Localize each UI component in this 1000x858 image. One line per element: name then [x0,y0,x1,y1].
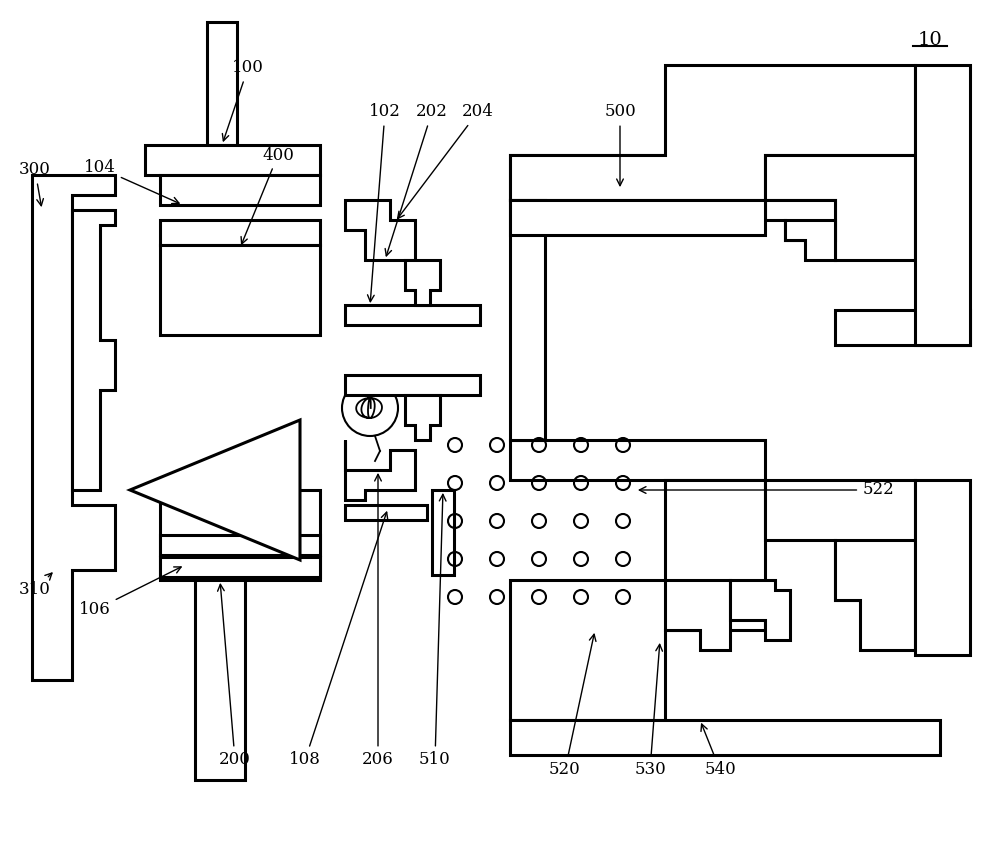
Polygon shape [510,65,915,200]
Text: 310: 310 [19,573,52,599]
Polygon shape [72,210,115,490]
Bar [915,65,970,345]
Text: 400: 400 [241,147,294,244]
Bar [345,505,427,520]
Text: 300: 300 [19,161,51,206]
Polygon shape [345,200,415,260]
Bar [160,557,320,577]
Bar [510,200,545,440]
Text: 520: 520 [549,634,596,778]
Polygon shape [785,220,835,260]
Text: 202: 202 [385,104,448,256]
Bar [835,310,970,345]
Polygon shape [730,580,790,640]
Text: 200: 200 [218,584,251,769]
Text: 206: 206 [362,474,394,769]
Text: 102: 102 [368,104,401,302]
Bar [510,155,765,200]
Bar [915,480,970,655]
Polygon shape [765,155,915,260]
Bar [160,245,320,335]
Polygon shape [765,200,835,240]
Polygon shape [665,580,730,650]
Bar [345,305,480,325]
Bar [345,375,480,395]
Text: 106: 106 [79,567,181,619]
Polygon shape [510,480,765,720]
Bar [510,200,765,235]
Polygon shape [130,420,300,560]
Bar [160,220,320,245]
Bar [160,175,320,205]
Bar [207,22,237,145]
Polygon shape [765,480,915,600]
Text: 100: 100 [222,59,264,141]
Bar [160,535,320,555]
Bar [510,440,765,480]
Polygon shape [405,260,440,305]
Text: 104: 104 [84,160,179,203]
Bar [160,490,320,580]
Bar [510,720,940,755]
Bar [145,145,320,175]
Text: 522: 522 [639,481,894,498]
Text: 500: 500 [604,104,636,185]
Polygon shape [835,540,915,650]
Text: 510: 510 [419,494,451,769]
Polygon shape [345,440,415,500]
Text: 204: 204 [398,104,494,219]
Text: 10: 10 [918,31,942,49]
Text: 540: 540 [701,724,736,778]
Text: 530: 530 [634,644,666,778]
Bar [195,580,245,780]
Text: 108: 108 [289,512,388,769]
Polygon shape [32,175,115,680]
Polygon shape [405,395,440,440]
Bar [432,490,454,575]
